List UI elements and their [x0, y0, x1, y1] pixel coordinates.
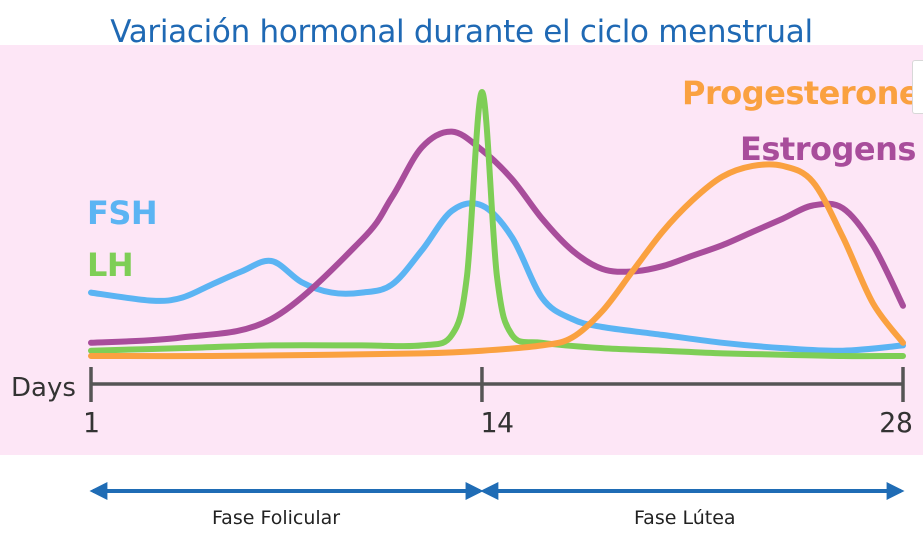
x-axis: Days 1 14 28 — [11, 367, 913, 439]
series-line-fsh — [88, 200, 906, 354]
chart-title: Variación hormonal durante el ciclo mens… — [110, 14, 813, 50]
plot-background — [0, 45, 923, 455]
x-tick-label-end: 28 — [879, 406, 913, 439]
legend-lh: LH — [87, 246, 134, 284]
phase-label-folicular: Fase Folicular — [212, 507, 341, 529]
phase-label-lutea: Fase Lútea — [634, 507, 736, 529]
legend-progesterone: Progesterone — [682, 74, 921, 112]
series-line-lh — [88, 89, 906, 360]
x-tick-label-start: 1 — [83, 406, 100, 439]
x-axis-label: Days — [11, 373, 76, 403]
x-tick-label-mid: 14 — [480, 406, 514, 439]
series-layer — [88, 89, 906, 360]
legend-estrogens: Estrogens — [740, 130, 916, 168]
scroll-tab[interactable] — [912, 60, 923, 114]
series-line-progesterone — [88, 161, 906, 360]
series-line-estrogens — [88, 128, 906, 346]
x-tick-marks — [89, 367, 905, 402]
legend-fsh: FSH — [87, 194, 158, 232]
